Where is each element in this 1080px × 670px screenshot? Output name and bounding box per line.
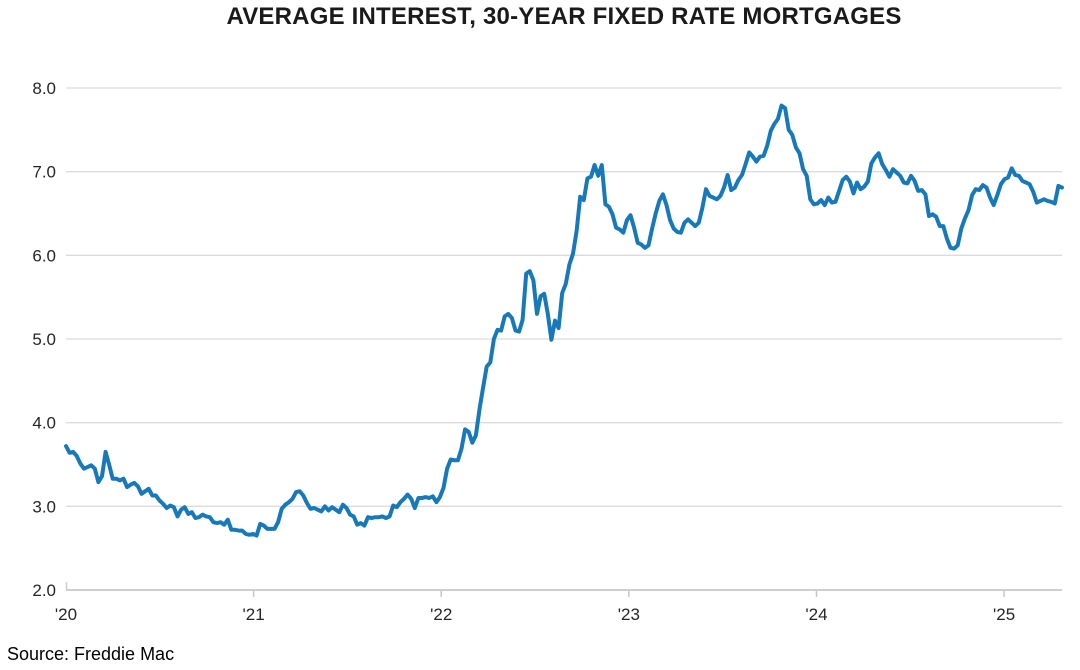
gridlines [66,87,1062,591]
x-axis-labels: '20 '21 '22 '23 '24 '25 [55,605,1015,624]
x-tick-label: '22 [430,605,452,624]
chart-title: AVERAGE INTEREST, 30-YEAR FIXED RATE MOR… [226,3,902,30]
y-tick-label: 4.0 [32,414,56,433]
x-tick-label: '20 [55,605,77,624]
y-tick-label: 8.0 [32,79,56,98]
source-note: Source: Freddie Mac [7,644,175,664]
y-tick-label: 7.0 [32,163,56,182]
mortgage-rate-line [64,103,1064,538]
x-tick-label: '21 [243,605,265,624]
y-tick-label: 2.0 [32,581,56,600]
y-tick-label: 6.0 [32,246,56,265]
axis-ticks [65,582,1005,597]
x-tick-label: '25 [993,605,1015,624]
x-tick-label: '23 [618,605,640,624]
y-tick-label: 5.0 [32,330,56,349]
x-tick-label: '24 [805,605,827,624]
y-tick-label: 3.0 [32,497,56,516]
y-axis-labels: 8.0 7.0 6.0 5.0 4.0 3.0 2.0 [32,79,56,600]
